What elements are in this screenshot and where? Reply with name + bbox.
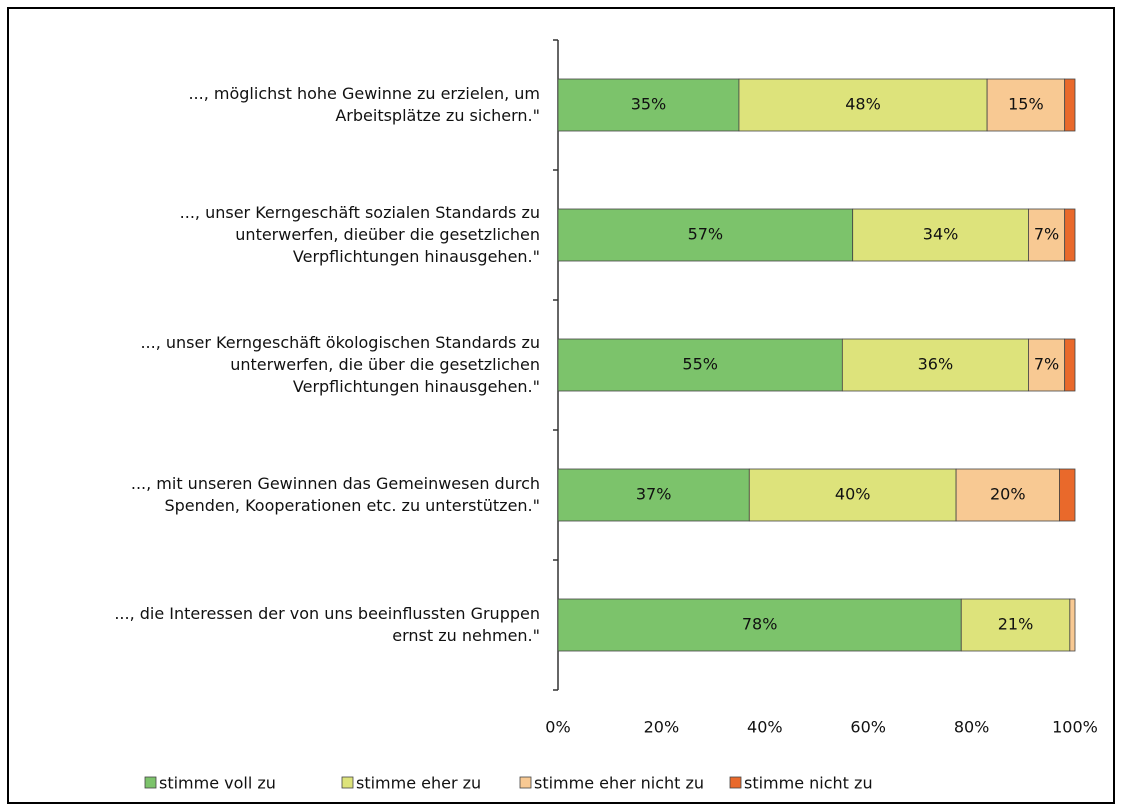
bar-segment <box>1059 468 1076 522</box>
bar-segment <box>852 208 1029 262</box>
x-tick-label: 100% <box>1052 718 1098 737</box>
frame <box>7 7 1115 804</box>
data-label: 35% <box>631 95 667 114</box>
bar-segment <box>557 468 750 522</box>
data-label: 20% <box>990 485 1026 504</box>
legend-label: stimme eher nicht zu <box>534 774 704 793</box>
category-label: ..., unser Kerngeschäft ökologischen Sta… <box>140 333 540 396</box>
legend-label: stimme eher zu <box>356 774 481 793</box>
legend-swatch <box>144 776 157 789</box>
x-tick-label: 80% <box>954 718 990 737</box>
data-label: 7% <box>1034 225 1059 244</box>
data-label: 7% <box>1034 355 1059 374</box>
data-label: 57% <box>688 225 724 244</box>
category-label: ..., unser Kerngeschäft sozialen Standar… <box>179 203 540 266</box>
legend-swatch <box>519 776 532 789</box>
bar-segment <box>1064 338 1076 392</box>
bar-segment <box>1028 338 1066 392</box>
bar-segment <box>1028 208 1066 262</box>
data-label: 48% <box>845 95 881 114</box>
x-tick-label: 0% <box>545 718 570 737</box>
legend-label: stimme voll zu <box>159 774 276 793</box>
x-tick-label: 20% <box>644 718 680 737</box>
legend-swatch <box>729 776 742 789</box>
bar-segment <box>557 208 854 262</box>
data-label: 37% <box>636 485 672 504</box>
data-label: 55% <box>682 355 718 374</box>
data-label: 78% <box>742 615 778 634</box>
bar-segment <box>960 598 1071 652</box>
data-label: 34% <box>923 225 959 244</box>
bar-segment <box>1069 598 1076 652</box>
data-label: 21% <box>998 615 1034 634</box>
bar-segment <box>738 78 988 132</box>
legend-swatch <box>341 776 354 789</box>
bar-segment <box>986 78 1066 132</box>
data-label: 15% <box>1008 95 1044 114</box>
bar-segment <box>955 468 1060 522</box>
bar-segment <box>1064 208 1076 262</box>
data-label: 36% <box>918 355 954 374</box>
bar-segment <box>1064 78 1076 132</box>
category-label: ..., die Interessen der von uns beeinflu… <box>114 604 540 645</box>
category-label: ..., möglichst hohe Gewinne zu erzielen,… <box>188 84 540 125</box>
bar-segment <box>748 468 957 522</box>
bar-segment <box>841 338 1029 392</box>
data-label: 40% <box>835 485 871 504</box>
bar-segment <box>557 598 962 652</box>
x-tick-label: 60% <box>850 718 886 737</box>
bar-segment <box>557 338 843 392</box>
x-tick-label: 40% <box>747 718 783 737</box>
legend-label: stimme nicht zu <box>744 774 873 793</box>
category-label: ..., mit unseren Gewinnen das Gemeinwese… <box>130 474 540 515</box>
